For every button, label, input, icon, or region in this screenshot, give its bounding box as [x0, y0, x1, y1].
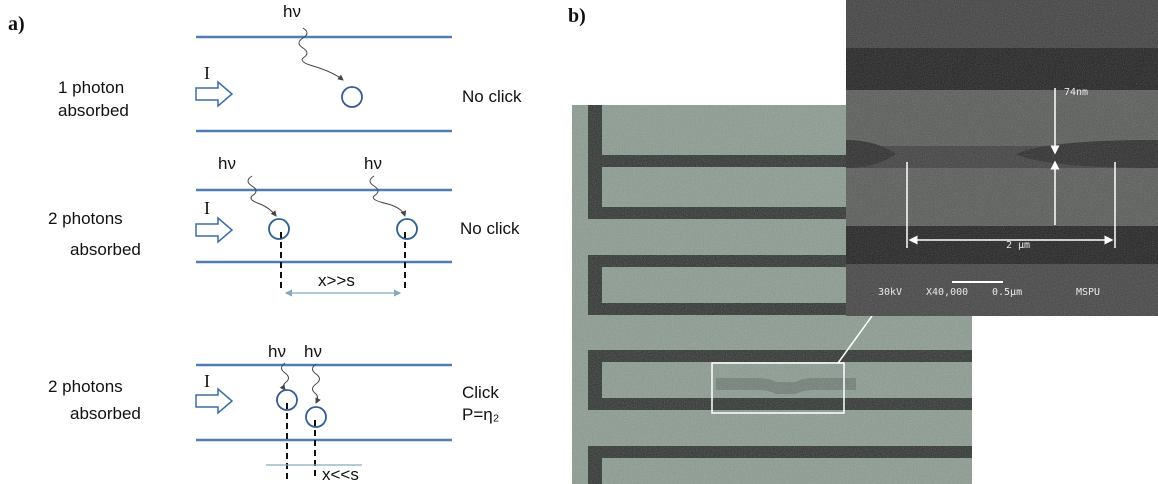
photon-path [370, 176, 405, 216]
row-1: 1 photon absorbed I hν No click [58, 2, 522, 131]
separation-label: x>>s [318, 271, 355, 290]
result: Click [462, 383, 499, 402]
current-arrow [196, 218, 232, 242]
photon-label: hν [268, 342, 286, 361]
current-arrow [196, 389, 232, 413]
photon-label: hν [364, 154, 382, 173]
scale-label: 0.5µm [992, 287, 1022, 298]
result: No click [462, 87, 522, 106]
voltage-label: 30kV [878, 287, 902, 298]
current-arrow [196, 82, 232, 106]
hotspot [269, 219, 289, 239]
hotspot [342, 87, 362, 107]
row-label: absorbed [70, 240, 141, 259]
lab-label: MSPU [1076, 287, 1100, 298]
current-label: I [204, 63, 210, 83]
row-label: 1 photon [58, 78, 124, 97]
separation-label: x<<s [322, 465, 359, 484]
row-label: absorbed [58, 101, 129, 120]
current-label: I [204, 198, 210, 218]
result: P=η₂ [462, 405, 499, 424]
figure: a) 1 photon absorbed I hν No click 2 pho… [0, 0, 1158, 484]
row-label: 2 photons [48, 377, 123, 396]
row-2: 2 photons absorbed I hν hν x>>s No click [48, 154, 520, 293]
row-label: 2 photons [48, 209, 123, 228]
current-label: I [204, 371, 210, 391]
photon-label: hν [218, 154, 236, 173]
photon-path [282, 363, 289, 390]
thickness-label: 74nm [1064, 87, 1088, 98]
panel-label: a) [8, 13, 25, 35]
magnification-label: X40,000 [926, 287, 968, 298]
photon-label: hν [304, 342, 322, 361]
hotspot [397, 219, 417, 239]
length-label: 2 µm [1006, 240, 1030, 251]
photon-path [313, 364, 320, 403]
result: No click [460, 219, 520, 238]
photon-label: hν [283, 2, 301, 21]
sem-inset [846, 0, 1158, 316]
photon-path [248, 176, 276, 216]
row-label: absorbed [70, 404, 141, 423]
row-3: 2 photons absorbed I hν hν x<<s Click P=… [48, 342, 499, 484]
panel-label: b) [568, 5, 586, 27]
